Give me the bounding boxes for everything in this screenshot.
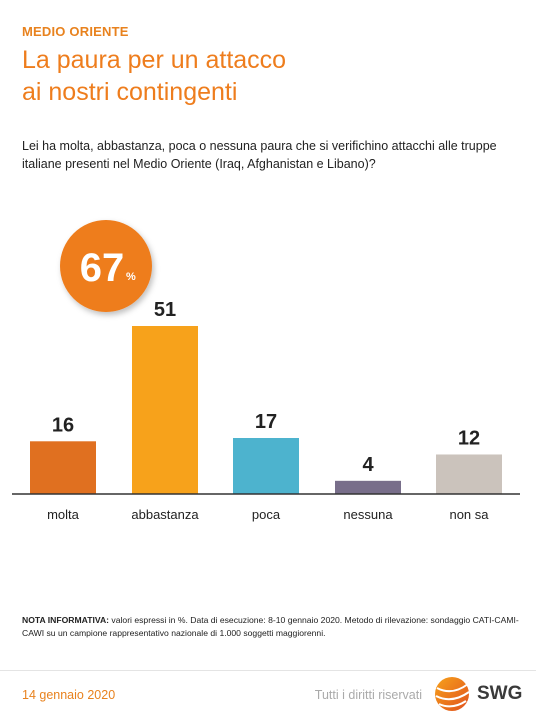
category-label: poca [252,507,281,522]
footer-date: 14 gennaio 2020 [22,688,116,702]
data-label: 4 [362,454,374,476]
bar-poca [233,438,299,494]
note-label: NOTA INFORMATIVA: [22,615,110,625]
category-label: molta [47,507,80,522]
page-title: La paura per un attacco ai nostri contin… [22,44,422,108]
survey-question: Lei ha molta, abbastanza, poca o nessuna… [22,139,497,171]
category-label: non sa [449,507,489,522]
category-label: nessuna [343,507,393,522]
footer-divider [0,670,536,671]
note-text: valori espressi in %. Data di esecuzione… [22,615,519,638]
title-line-1: La paura per un attacco [22,46,287,74]
data-label: 16 [52,414,74,436]
bar-non-sa [436,454,502,494]
bar-abbastanza [132,326,198,494]
footer-rights: Tutti i diritti riservati [314,688,422,702]
bar-chart: 67 % 16 molta 51 abbastanza 17 poca 4 nessuna 12… [12,220,520,522]
badge-circle [60,220,152,312]
bar-molta [30,441,96,494]
swg-logo [435,677,470,711]
title-line-2: ai nostri contingenti [22,78,238,106]
data-label: 12 [458,427,480,449]
data-label: 51 [154,299,176,321]
data-label: 17 [255,411,277,433]
methodology-note: NOTA INFORMATIVA: valori espressi in %. … [22,614,522,640]
category-label: abbastanza [131,507,199,522]
logo-text: SWG [477,683,523,704]
badge-unit: % [126,271,136,283]
section-label: MEDIO ORIENTE [22,24,129,39]
badge-value: 67 [80,246,125,290]
bar-nessuna [335,480,401,494]
total-badge: 67 % [60,220,152,312]
globe-icon [435,677,470,711]
